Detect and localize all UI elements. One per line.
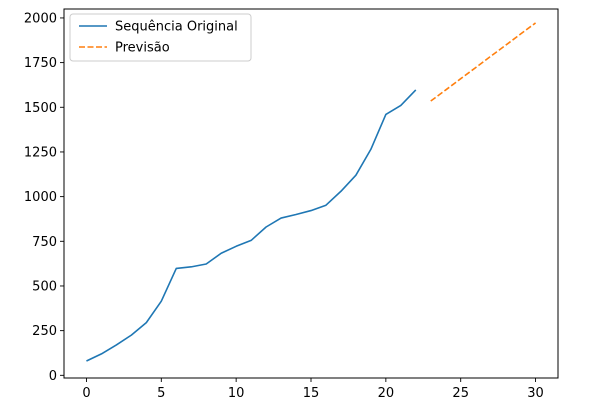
- series-layer: [86, 22, 537, 362]
- axes-frame: [63, 8, 559, 379]
- y-tick-label: 500: [32, 279, 57, 294]
- legend-label-1: Sequência Original: [115, 20, 238, 35]
- y-tick-label: 1000: [24, 190, 57, 205]
- series-line-2: [430, 22, 537, 102]
- x-tick-label: 30: [527, 386, 544, 401]
- series-line-1: [86, 89, 417, 362]
- y-tick-label: 0: [49, 369, 57, 384]
- x-tick-label: 5: [157, 386, 165, 401]
- x-tick-label: 25: [452, 386, 469, 401]
- y-tick-label: 1500: [24, 101, 57, 116]
- legend: Sequência Original Previsão: [69, 13, 252, 62]
- y-tick-label: 1250: [24, 145, 57, 160]
- x-tick-label: 10: [228, 386, 245, 401]
- legend-box: [69, 13, 252, 62]
- x-tick-label: 20: [378, 386, 395, 401]
- x-tick-label: 0: [82, 386, 90, 401]
- legend-label-2: Previsão: [115, 41, 170, 56]
- y-tick-label: 250: [32, 324, 57, 339]
- ticks-layer: 0 5 10 15 20 25 30 0 250 500 750 1000 1250 1500 1750 20…: [24, 11, 544, 401]
- y-tick-label: 750: [32, 235, 57, 250]
- y-tick-label: 2000: [24, 11, 57, 26]
- x-tick-label: 15: [303, 386, 320, 401]
- y-tick-label: 1750: [24, 56, 57, 71]
